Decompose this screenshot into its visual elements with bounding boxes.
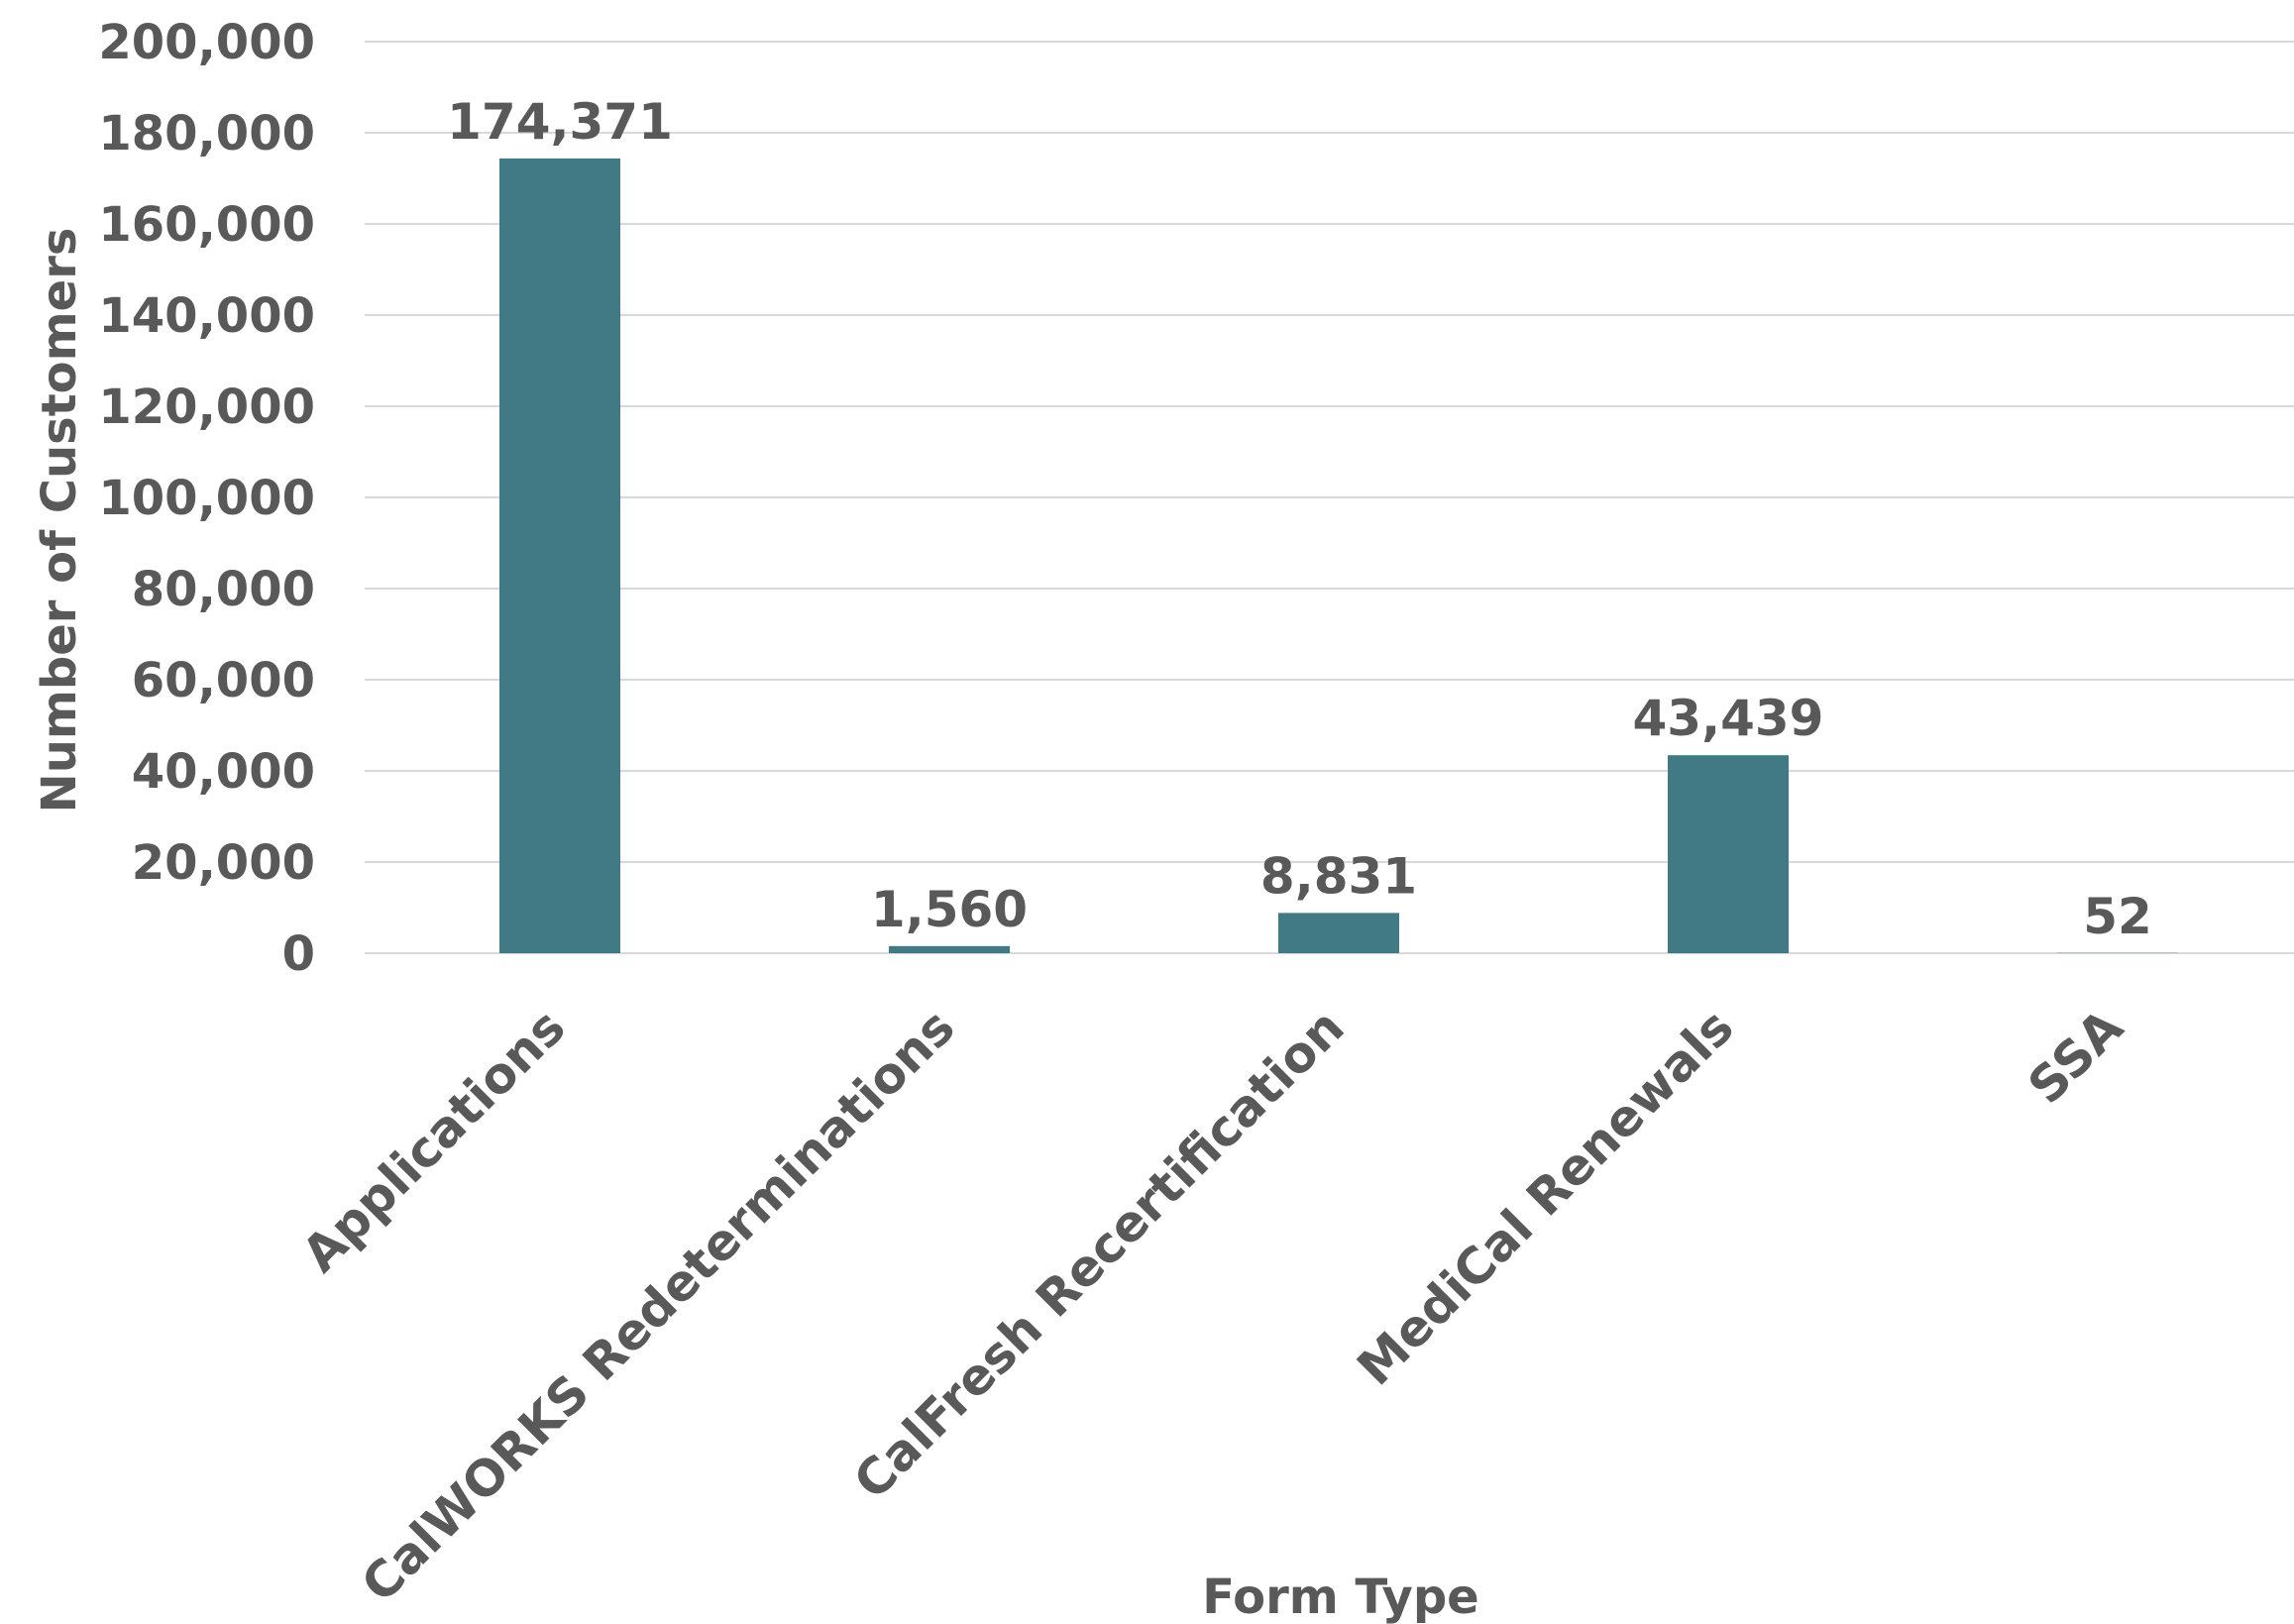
y-tick-label: 40,000 bbox=[132, 744, 315, 800]
bars bbox=[499, 158, 2178, 953]
data-label: 8,831 bbox=[1260, 847, 1417, 905]
bar bbox=[499, 158, 620, 953]
bar bbox=[1668, 755, 1789, 953]
y-tick-label: 60,000 bbox=[132, 653, 315, 708]
y-tick-label: 80,000 bbox=[132, 562, 315, 617]
y-axis-ticks: 0 20,000 40,000 60,000 80,000 100,000 120,000 1… bbox=[98, 15, 315, 982]
bar bbox=[889, 945, 1010, 953]
data-label: 1,560 bbox=[871, 881, 1028, 938]
x-tick-label: Applications bbox=[291, 998, 577, 1283]
x-tick-label: MediCal Renewals bbox=[1347, 998, 1745, 1396]
y-tick-label: 20,000 bbox=[132, 835, 315, 891]
x-tick-label: SSA bbox=[2018, 998, 2134, 1115]
y-tick-label: 140,000 bbox=[98, 288, 315, 344]
data-label: 174,371 bbox=[447, 93, 673, 151]
y-tick-label: 100,000 bbox=[98, 471, 315, 526]
y-tick-label: 180,000 bbox=[98, 106, 315, 162]
y-axis-title: Number of Customers bbox=[32, 228, 87, 813]
data-labels: 174,371 1,560 8,831 43,439 52 bbox=[447, 93, 2152, 945]
bar bbox=[1278, 913, 1399, 953]
y-tick-label: 200,000 bbox=[98, 15, 315, 70]
gridlines bbox=[365, 41, 2294, 954]
data-label: 52 bbox=[2083, 888, 2152, 945]
x-axis-title: Form Type bbox=[1202, 1570, 1478, 1624]
y-tick-label: 120,000 bbox=[98, 379, 315, 435]
y-tick-label: 160,000 bbox=[98, 197, 315, 253]
y-tick-label: 0 bbox=[282, 926, 315, 982]
data-label: 43,439 bbox=[1633, 690, 1824, 747]
